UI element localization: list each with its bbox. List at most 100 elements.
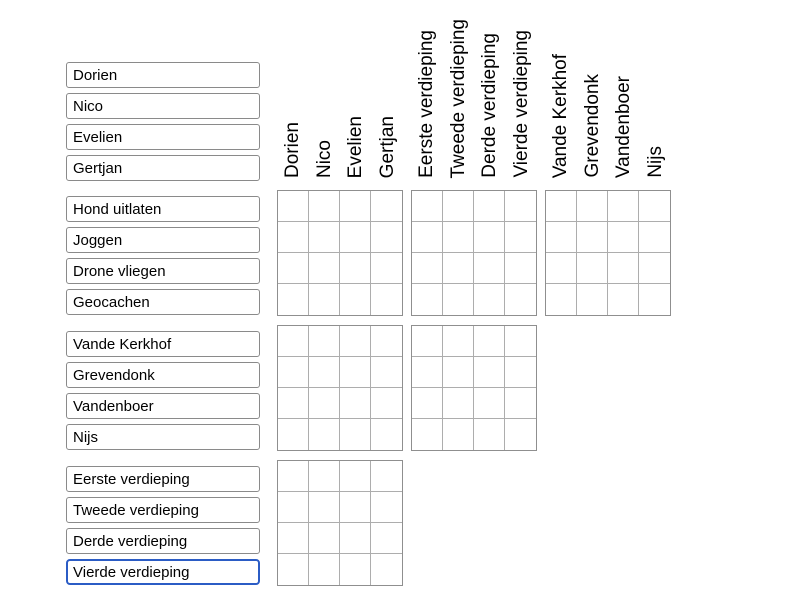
grid-cell[interactable] xyxy=(505,284,536,315)
grid-cell[interactable] xyxy=(412,191,443,222)
grid-cell[interactable] xyxy=(309,461,340,492)
grid-cell[interactable] xyxy=(546,222,577,253)
grid-cell[interactable] xyxy=(505,326,536,357)
grid-cell[interactable] xyxy=(340,326,371,357)
input-surnames-2[interactable] xyxy=(66,393,260,419)
input-activities-3[interactable] xyxy=(66,289,260,315)
grid-cell[interactable] xyxy=(278,388,309,419)
grid-cell[interactable] xyxy=(309,326,340,357)
grid-cell[interactable] xyxy=(340,492,371,523)
input-floors-2[interactable] xyxy=(66,528,260,554)
grid-cell[interactable] xyxy=(412,326,443,357)
grid-cell[interactable] xyxy=(608,253,639,284)
grid-cell[interactable] xyxy=(340,253,371,284)
grid-cell[interactable] xyxy=(340,554,371,585)
grid-cell[interactable] xyxy=(309,492,340,523)
grid-cell[interactable] xyxy=(309,191,340,222)
grid-cell[interactable] xyxy=(505,388,536,419)
grid-cell[interactable] xyxy=(443,284,474,315)
input-activities-1[interactable] xyxy=(66,227,260,253)
grid-cell[interactable] xyxy=(546,284,577,315)
grid-cell[interactable] xyxy=(340,523,371,554)
grid-cell[interactable] xyxy=(608,222,639,253)
grid-cell[interactable] xyxy=(505,357,536,388)
input-floors-3-focused[interactable] xyxy=(66,559,260,585)
grid-cell[interactable] xyxy=(505,253,536,284)
grid-cell[interactable] xyxy=(340,222,371,253)
grid-cell[interactable] xyxy=(443,326,474,357)
grid-cell[interactable] xyxy=(443,222,474,253)
grid-cell[interactable] xyxy=(309,357,340,388)
grid-cell[interactable] xyxy=(474,191,505,222)
grid-cell[interactable] xyxy=(371,523,402,554)
grid-cell[interactable] xyxy=(278,222,309,253)
grid-cell[interactable] xyxy=(412,222,443,253)
grid-cell[interactable] xyxy=(340,284,371,315)
grid-cell[interactable] xyxy=(639,191,670,222)
grid-cell[interactable] xyxy=(340,419,371,450)
grid-cell[interactable] xyxy=(278,461,309,492)
grid-cell[interactable] xyxy=(546,191,577,222)
grid-cell[interactable] xyxy=(278,419,309,450)
grid-cell[interactable] xyxy=(371,326,402,357)
grid-cell[interactable] xyxy=(278,191,309,222)
grid-cell[interactable] xyxy=(608,284,639,315)
grid-cell[interactable] xyxy=(443,419,474,450)
grid-cell[interactable] xyxy=(577,253,608,284)
grid-cell[interactable] xyxy=(371,284,402,315)
grid-cell[interactable] xyxy=(577,191,608,222)
grid-cell[interactable] xyxy=(639,253,670,284)
grid-cell[interactable] xyxy=(371,388,402,419)
grid-cell[interactable] xyxy=(278,253,309,284)
input-floors-1[interactable] xyxy=(66,497,260,523)
input-surnames-1[interactable] xyxy=(66,362,260,388)
grid-cell[interactable] xyxy=(443,357,474,388)
grid-cell[interactable] xyxy=(309,523,340,554)
grid-cell[interactable] xyxy=(309,419,340,450)
grid-cell[interactable] xyxy=(278,357,309,388)
grid-cell[interactable] xyxy=(443,191,474,222)
grid-cell[interactable] xyxy=(443,253,474,284)
grid-cell[interactable] xyxy=(340,461,371,492)
grid-cell[interactable] xyxy=(309,222,340,253)
grid-cell[interactable] xyxy=(608,191,639,222)
input-names-1[interactable] xyxy=(66,93,260,119)
grid-cell[interactable] xyxy=(505,222,536,253)
grid-cell[interactable] xyxy=(412,253,443,284)
grid-cell[interactable] xyxy=(412,357,443,388)
grid-cell[interactable] xyxy=(278,523,309,554)
input-names-0[interactable] xyxy=(66,62,260,88)
grid-cell[interactable] xyxy=(371,492,402,523)
grid-cell[interactable] xyxy=(505,191,536,222)
grid-cell[interactable] xyxy=(371,253,402,284)
grid-cell[interactable] xyxy=(309,554,340,585)
grid-cell[interactable] xyxy=(371,554,402,585)
grid-cell[interactable] xyxy=(309,284,340,315)
grid-cell[interactable] xyxy=(546,253,577,284)
input-names-2[interactable] xyxy=(66,124,260,150)
grid-cell[interactable] xyxy=(412,284,443,315)
grid-cell[interactable] xyxy=(371,461,402,492)
grid-cell[interactable] xyxy=(474,326,505,357)
grid-cell[interactable] xyxy=(309,253,340,284)
grid-cell[interactable] xyxy=(639,222,670,253)
input-surnames-0[interactable] xyxy=(66,331,260,357)
grid-cell[interactable] xyxy=(443,388,474,419)
grid-cell[interactable] xyxy=(278,554,309,585)
grid-cell[interactable] xyxy=(371,191,402,222)
grid-cell[interactable] xyxy=(474,357,505,388)
grid-cell[interactable] xyxy=(278,326,309,357)
input-activities-2[interactable] xyxy=(66,258,260,284)
grid-cell[interactable] xyxy=(639,284,670,315)
input-floors-0[interactable] xyxy=(66,466,260,492)
grid-cell[interactable] xyxy=(412,419,443,450)
grid-cell[interactable] xyxy=(474,284,505,315)
grid-cell[interactable] xyxy=(278,492,309,523)
grid-cell[interactable] xyxy=(577,222,608,253)
grid-cell[interactable] xyxy=(278,284,309,315)
grid-cell[interactable] xyxy=(340,191,371,222)
input-surnames-3[interactable] xyxy=(66,424,260,450)
grid-cell[interactable] xyxy=(474,222,505,253)
grid-cell[interactable] xyxy=(474,253,505,284)
grid-cell[interactable] xyxy=(371,419,402,450)
